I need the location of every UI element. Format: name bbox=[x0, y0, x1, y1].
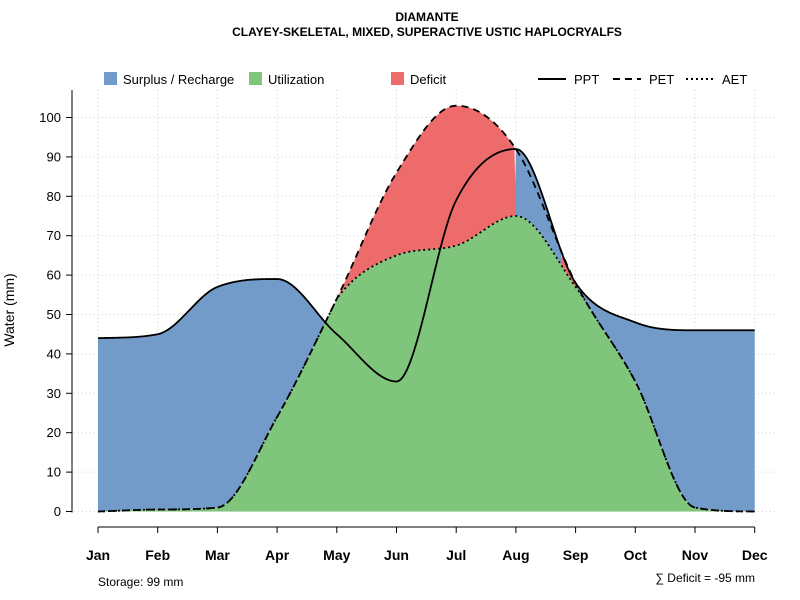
y-axis-label: Water (mm) bbox=[1, 273, 17, 346]
y-tick-label: 20 bbox=[47, 425, 61, 440]
legend-label: Deficit bbox=[410, 72, 447, 87]
x-tick-label: Oct bbox=[624, 547, 648, 563]
line-ppt bbox=[97, 148, 755, 383]
y-tick-label: 60 bbox=[47, 268, 61, 283]
x-tick-label: Nov bbox=[682, 547, 709, 563]
area-deficit bbox=[98, 105, 755, 512]
y-tick-label: 10 bbox=[47, 465, 61, 480]
y-tick-label: 70 bbox=[47, 228, 61, 243]
legend-label: Surplus / Recharge bbox=[123, 72, 234, 87]
x-tick-label: Aug bbox=[502, 547, 529, 563]
y-tick-label: 100 bbox=[39, 110, 61, 125]
plot-lines bbox=[97, 104, 755, 513]
line-pet bbox=[97, 104, 755, 513]
x-tick-label: Dec bbox=[742, 547, 768, 563]
x-tick-label: Jun bbox=[384, 547, 409, 563]
legend-swatch bbox=[391, 72, 404, 85]
axes: 0 10 20 30 40 50 60 70 80 90 100 Jan Feb Mar Apr May Jun… bbox=[39, 90, 768, 563]
area-surplus-recharge bbox=[98, 149, 755, 512]
x-tick-label: Feb bbox=[145, 547, 170, 563]
chart-title: DIAMANTE bbox=[395, 10, 458, 24]
area-utilization bbox=[98, 216, 755, 512]
y-tick-label: 90 bbox=[47, 149, 61, 164]
legend-label: AET bbox=[722, 72, 747, 87]
chart-subtitle: CLAYEY-SKELETAL, MIXED, SUPERACTIVE USTI… bbox=[232, 25, 622, 39]
x-tick-label: Mar bbox=[205, 547, 230, 563]
x-tick-label: Sep bbox=[563, 547, 589, 563]
x-tick-label: Apr bbox=[265, 547, 290, 563]
legend-label: PET bbox=[649, 72, 674, 87]
x-tick-label: Jul bbox=[446, 547, 466, 563]
deficit-label: ∑ Deficit = -95 mm bbox=[655, 571, 755, 585]
y-tick-label: 30 bbox=[47, 386, 61, 401]
legend-swatch bbox=[249, 72, 262, 85]
y-tick-label: 80 bbox=[47, 189, 61, 204]
x-tick-label: May bbox=[323, 547, 350, 563]
y-tick-label: 0 bbox=[54, 504, 61, 519]
legend-label: Utilization bbox=[268, 72, 324, 87]
legend: Surplus / Recharge Utilization Deficit PPT P… bbox=[104, 72, 747, 87]
y-tick-label: 40 bbox=[47, 346, 61, 361]
legend-label: PPT bbox=[574, 72, 599, 87]
x-tick-label: Jan bbox=[86, 547, 110, 563]
storage-label: Storage: 99 mm bbox=[98, 575, 183, 589]
legend-swatch bbox=[104, 72, 117, 85]
line-aet bbox=[97, 215, 755, 513]
plot-areas bbox=[98, 105, 755, 512]
y-tick-label: 50 bbox=[47, 307, 61, 322]
